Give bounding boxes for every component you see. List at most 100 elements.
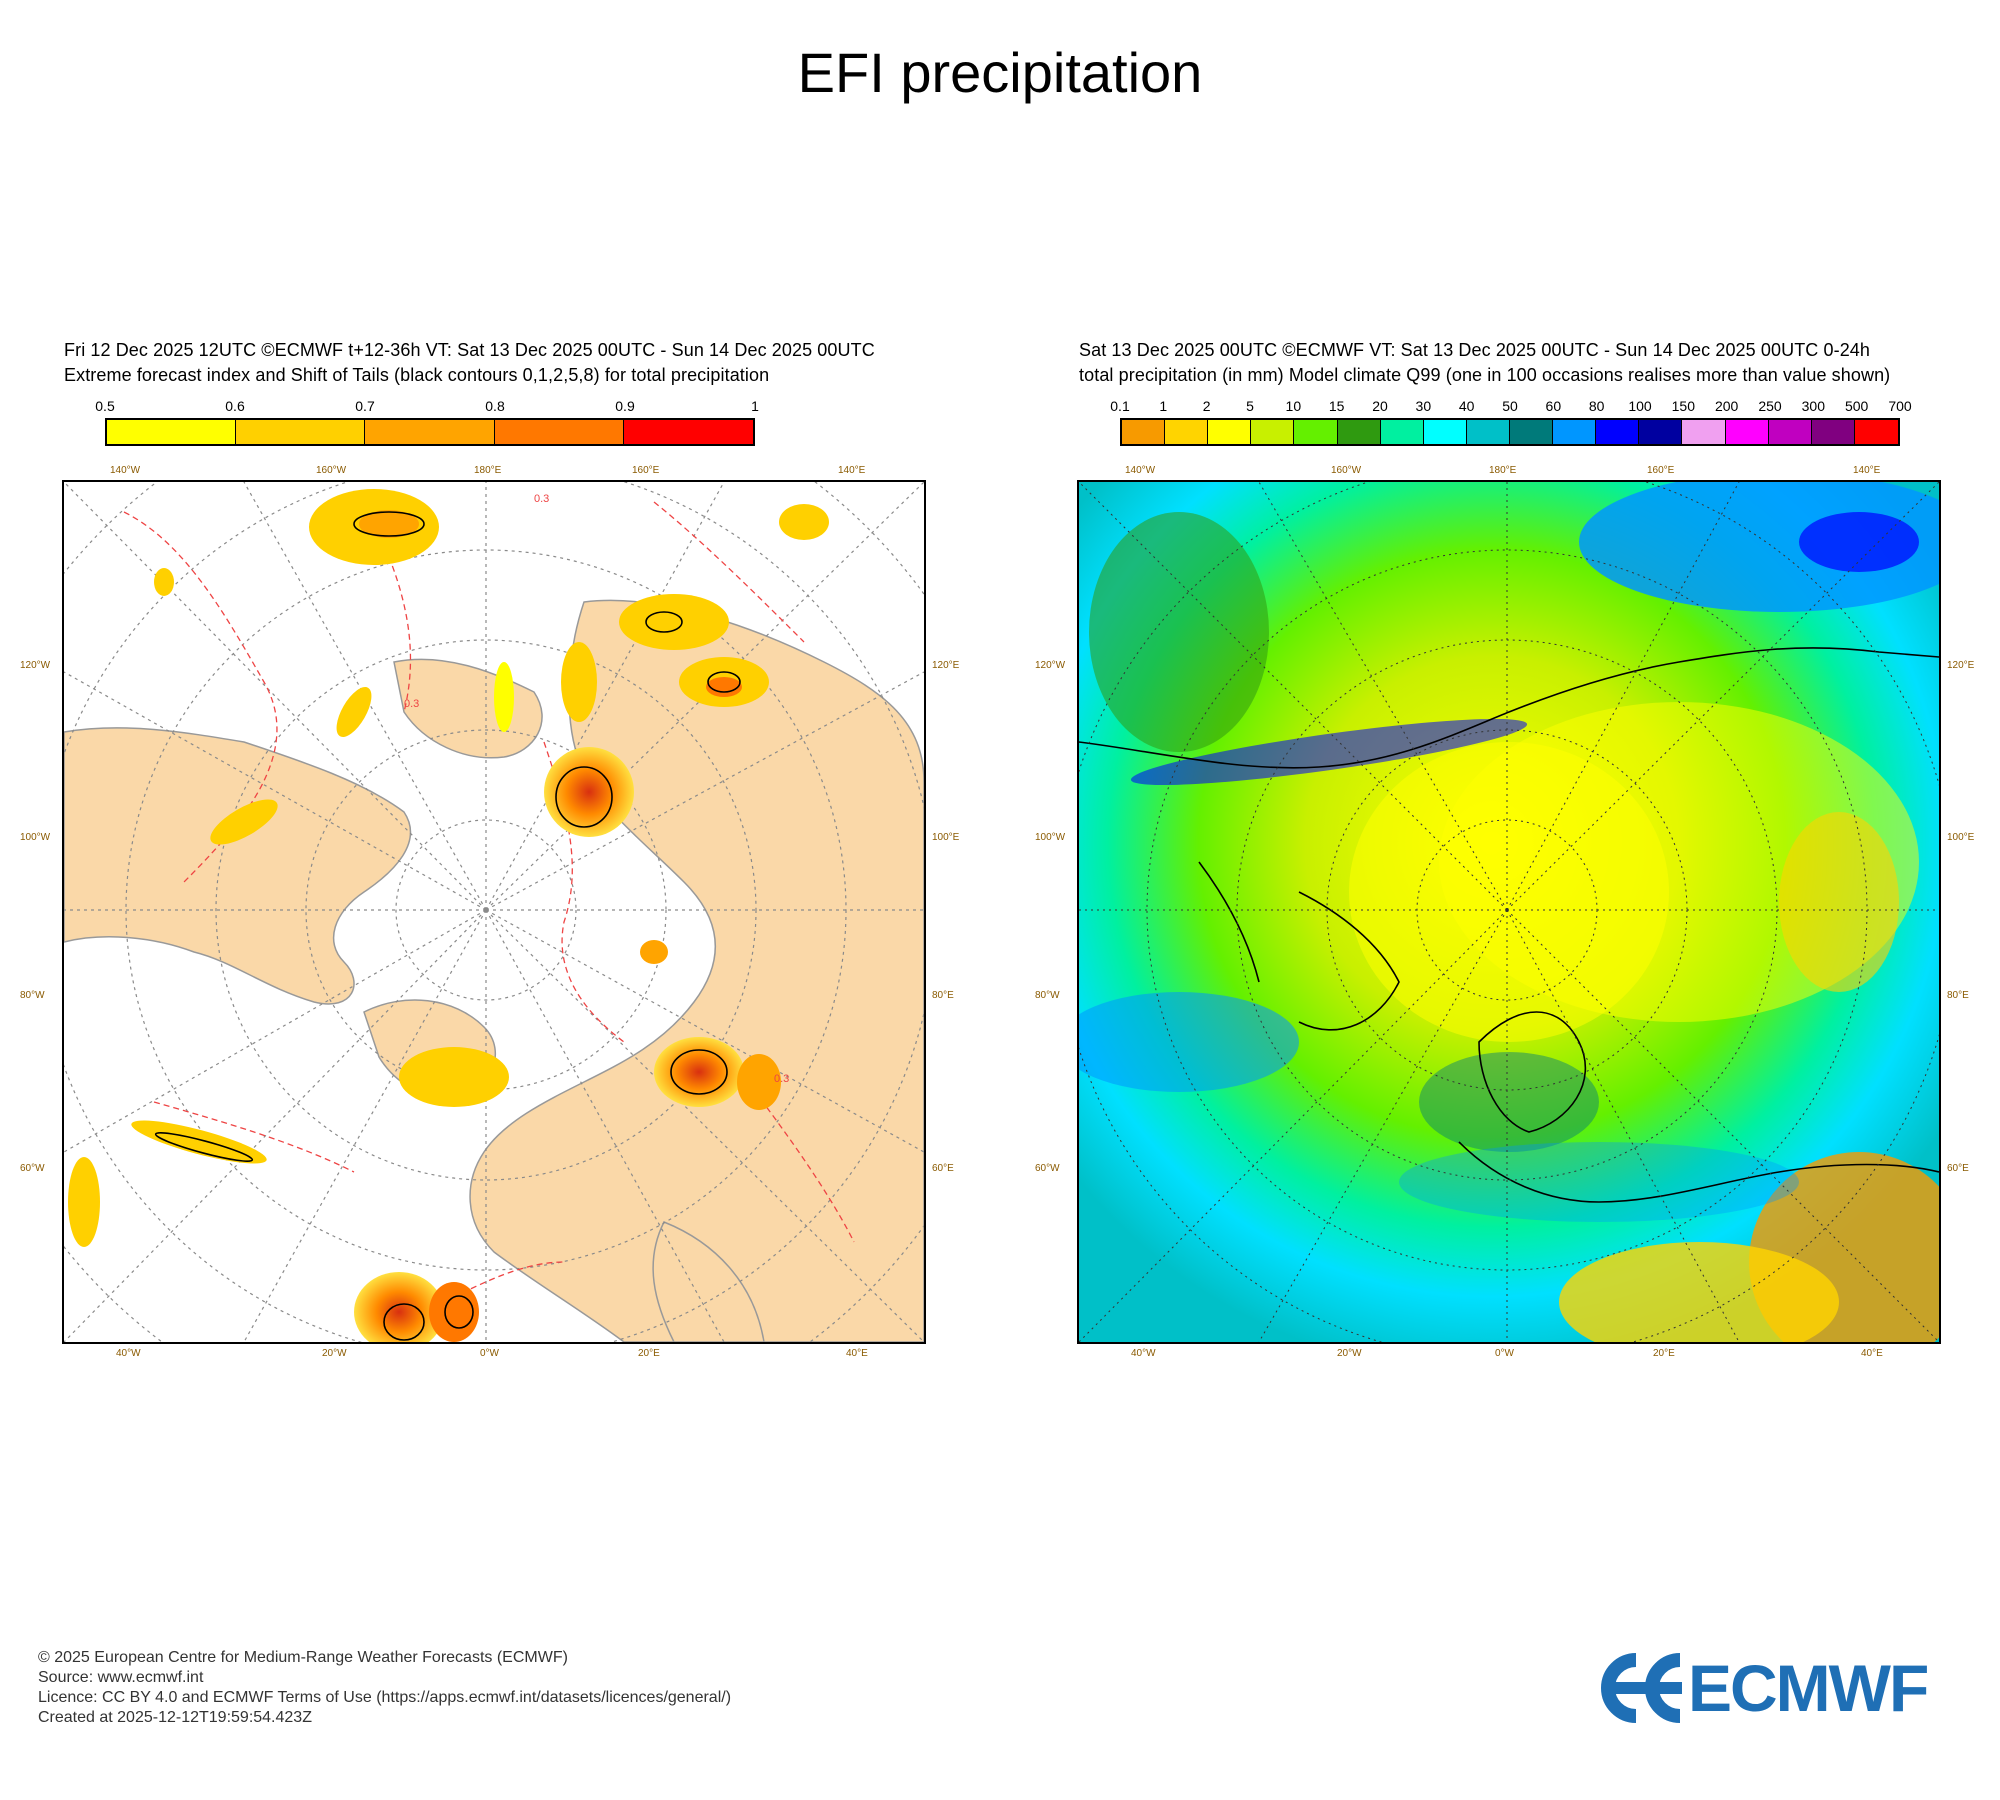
map-tick-bottom: 40°E <box>1861 1348 1883 1359</box>
efi-blob <box>399 1047 509 1107</box>
q99-colorbar-labels: 0.1 1 2 5 10 15 20 30 40 50 60 80 100 150 200 250 300 500… <box>1110 398 1911 416</box>
efi-blob <box>494 662 514 732</box>
map-tick-bottom: 20°E <box>638 1348 660 1359</box>
efi-blob <box>68 1157 100 1247</box>
efi-panel: Fri 12 Dec 2025 12UTC ©ECMWF t+12-36h VT… <box>20 330 960 1360</box>
precip-region <box>1089 512 1269 752</box>
colorbar-label: 100 <box>1628 398 1652 414</box>
map-tick-bottom: 20°W <box>322 1348 347 1359</box>
colorbar-segment <box>1682 420 1726 444</box>
colorbar-label: 1 <box>1159 398 1168 414</box>
q99-map-canvas <box>1079 482 1939 1342</box>
colorbar-segment <box>1509 420 1554 444</box>
q99-map[interactable] <box>1077 480 1941 1344</box>
colorbar-segment <box>1165 420 1209 444</box>
middle-east <box>652 1221 765 1342</box>
colorbar-segment <box>494 420 624 444</box>
footer: © 2025 European Centre for Medium-Range … <box>38 1648 731 1728</box>
precip-region <box>1799 512 1919 572</box>
map-tick-left: 100°W <box>1035 832 1066 843</box>
ecmwf-logo: ECMWF <box>1590 1652 1965 1724</box>
map-tick-top: 180°E <box>474 465 502 476</box>
precip-regions <box>1079 482 1939 1342</box>
colorbar-segment <box>236 420 366 444</box>
contour-label: 0.3 <box>404 698 419 710</box>
colorbar-label: 0.8 <box>485 398 505 414</box>
map-tick-left: 100°W <box>20 832 51 843</box>
colorbar-segment <box>1639 420 1683 444</box>
map-tick-left: 60°W <box>20 1163 45 1174</box>
efi-blob <box>779 504 829 540</box>
efi-blob <box>640 940 668 964</box>
map-tick-left: 80°W <box>1035 990 1060 1001</box>
efi-blob <box>359 510 419 538</box>
colorbar-segment <box>1811 420 1855 444</box>
colorbar-label: 1 <box>751 398 759 414</box>
efi-blob <box>154 568 174 596</box>
eurasia <box>469 599 924 1342</box>
efi-blob <box>706 677 742 697</box>
map-tick-top: 140°W <box>110 465 141 476</box>
efi-blob <box>654 1037 744 1107</box>
efi-map[interactable]: 0.3 0.3 0.3 <box>62 480 926 1344</box>
north-america <box>64 727 412 1005</box>
copyright-text: © 2025 European Centre for Medium-Range … <box>38 1649 568 1666</box>
colorbar-label: 500 <box>1844 398 1869 414</box>
colorbar-label: 80 <box>1588 398 1605 414</box>
map-tick-bottom: 20°W <box>1337 1348 1362 1359</box>
efi-blob <box>737 1054 781 1110</box>
colorbar-segment <box>1294 420 1338 444</box>
colorbar-label: 250 <box>1758 398 1782 414</box>
colorbar-label: 700 <box>1888 398 1912 414</box>
colorbar-segment <box>1466 420 1510 444</box>
precip-region <box>1079 992 1299 1092</box>
colorbar-segment <box>365 420 495 444</box>
colorbar-label: 300 <box>1801 398 1826 414</box>
colorbar-label: 0.6 <box>225 398 245 414</box>
colorbar-label: 30 <box>1415 398 1432 414</box>
colorbar-segment <box>1251 420 1295 444</box>
colorbar-label: 60 <box>1545 398 1562 414</box>
precip-region <box>1130 718 1528 786</box>
map-tick-top: 180°E <box>1489 465 1517 476</box>
map-tick-right: 120°E <box>932 660 960 671</box>
map-tick-right: 100°E <box>1947 832 1975 843</box>
colorbar-label: 0.9 <box>615 398 635 414</box>
efi-blob <box>131 1120 267 1164</box>
colorbar-segment <box>1122 420 1166 444</box>
q99-colorbar: 0.1 1 2 5 10 15 20 30 40 50 60 80 100 150 200 250 300 500… <box>1110 398 1912 448</box>
map-tick-top: 140°W <box>1125 465 1156 476</box>
efi-header-line1: Fri 12 Dec 2025 12UTC ©ECMWF t+12-36h VT… <box>64 340 875 360</box>
map-tick-right: 80°E <box>932 990 954 1001</box>
map-tick-bottom: 0°W <box>1495 1348 1514 1359</box>
colorbar-label: 10 <box>1285 398 1302 414</box>
precip-q99-panel: Sat 13 Dec 2025 00UTC ©ECMWF VT: Sat 13 … <box>1035 330 1975 1360</box>
sot-contours-black <box>154 511 741 1341</box>
map-tick-top: 140°E <box>1853 465 1881 476</box>
map-tick-left: 60°W <box>1035 1163 1060 1174</box>
map-tick-bottom: 40°W <box>116 1348 141 1359</box>
q99-header-line2: total precipitation (in mm) Model climat… <box>1079 365 1891 385</box>
map-tick-bottom: 0°W <box>480 1348 499 1359</box>
precip-region <box>1419 1052 1599 1152</box>
efi-blob <box>561 642 597 722</box>
coastlines <box>1079 647 1939 1203</box>
q99-colorbar-bar <box>1120 418 1900 446</box>
colorbar-segment <box>1553 420 1597 444</box>
efi-blob <box>429 1282 479 1342</box>
map-tick-bottom: 20°E <box>1653 1348 1675 1359</box>
colorbar-segment <box>1596 420 1640 444</box>
efi-colorbar-bar <box>105 418 755 446</box>
ecmwf-logo-icon <box>1601 1653 1682 1723</box>
precip-region <box>1399 1142 1799 1222</box>
colorbar-segment <box>107 420 237 444</box>
precip-region <box>1559 1242 1839 1342</box>
colorbar-label: 20 <box>1372 398 1388 414</box>
map-tick-left: 120°W <box>20 660 51 671</box>
colorbar-segment <box>623 420 753 444</box>
colorbar-segment <box>1423 420 1467 444</box>
efi-blob <box>336 687 372 737</box>
map-tick-top: 160°W <box>316 465 347 476</box>
colorbar-label: 200 <box>1714 398 1739 414</box>
colorbar-label: 15 <box>1328 398 1345 414</box>
